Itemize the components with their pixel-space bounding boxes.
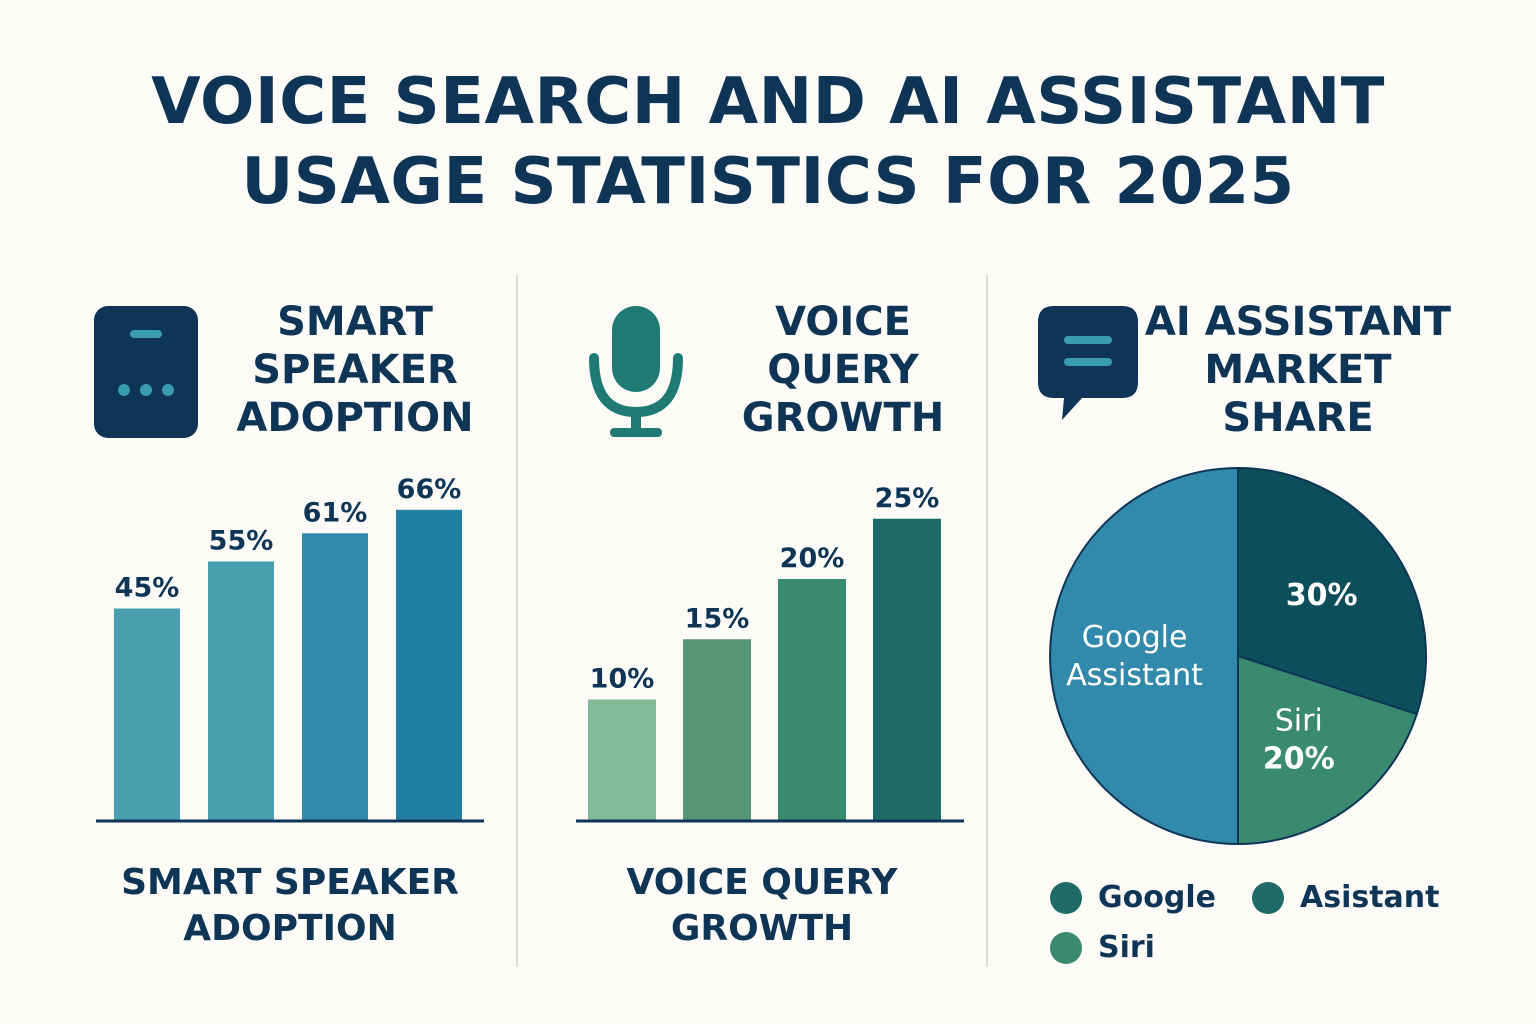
- pie-slice-2: [1049, 466, 1239, 846]
- pie-label-1-0: Siri: [1275, 704, 1323, 739]
- legend-item-google: Google: [1050, 880, 1216, 915]
- bar-value-label-voice-0: 10%: [590, 664, 655, 695]
- title-line-2: USAGE STATISTICS FOR 2025: [241, 145, 1295, 219]
- legend-dot-google: [1050, 881, 1082, 914]
- bar-speaker-1: [208, 561, 274, 820]
- bar-chart-speaker: 45% 55% 61% 66%: [96, 474, 484, 823]
- bar-chart-voice: 10% 15% 20% 25%: [576, 483, 964, 823]
- panel-heading-voice: VOICE QUERY GROWTH: [741, 299, 945, 441]
- chat-bubble-icon: [1038, 306, 1138, 420]
- divider-right: [986, 275, 988, 967]
- page-title: VOICE SEARCH AND AI ASSISTANT USAGE STAT…: [0, 62, 1536, 222]
- panel-smart-speaker: SMART SPEAKER ADOPTION 45% 55% 61% 66% SMAR…: [0, 290, 516, 980]
- bar-voice-3: [873, 518, 941, 820]
- divider-left: [516, 275, 518, 967]
- legend-item-siri: Siri: [1050, 930, 1155, 965]
- bar-voice-1: [683, 639, 751, 820]
- bar-speaker-0: [114, 608, 180, 820]
- bar-speaker-2: [302, 533, 368, 820]
- bar-speaker-3: [396, 509, 462, 820]
- microphone-icon: [589, 306, 683, 437]
- bar-value-label-voice-3: 25%: [875, 483, 940, 514]
- bar-value-label-voice-2: 20%: [780, 543, 845, 574]
- bar-voice-0: [588, 699, 656, 820]
- bar-value-label-speaker-2: 61%: [303, 497, 368, 528]
- legend-dot-asistant: [1252, 881, 1284, 914]
- bar-value-label-speaker-3: 66%: [397, 474, 462, 505]
- legend-dot-siri: [1050, 931, 1082, 964]
- pie-slice-1: [1237, 654, 1419, 846]
- pie-label-0-0: 30%: [1286, 578, 1358, 613]
- panel-market-share: AI ASSISTANT MARKET SHARE 30% Siri 20% Goog…: [988, 290, 1536, 980]
- footer-label-voice: VOICE QUERY GROWTH: [626, 862, 898, 949]
- smart-speaker-icon: [94, 306, 198, 438]
- footer-label-speaker: SMART SPEAKER ADOPTION: [121, 862, 459, 949]
- panel-heading-speaker: SMART SPEAKER ADOPTION: [236, 299, 474, 441]
- pie-label-1-1: 20%: [1263, 742, 1335, 777]
- legend-item-asistant: Asistant: [1252, 880, 1440, 915]
- pie-slice-0: [1237, 466, 1427, 716]
- bar-value-label-voice-1: 15%: [685, 603, 750, 634]
- pie-label-2-1: Assistant: [1066, 658, 1203, 693]
- bar-voice-2: [778, 579, 846, 820]
- title-line-1: VOICE SEARCH AND AI ASSISTANT: [151, 65, 1385, 139]
- panel-heading-market: AI ASSISTANT MARKET SHARE: [1144, 299, 1452, 441]
- bar-value-label-speaker-1: 55%: [209, 526, 274, 557]
- pie-label-2-0: Google: [1082, 620, 1188, 655]
- panel-voice-query: VOICE QUERY GROWTH 10% 15% 20% 25% VOICE QU…: [518, 290, 986, 980]
- bar-value-label-speaker-0: 45%: [115, 573, 180, 604]
